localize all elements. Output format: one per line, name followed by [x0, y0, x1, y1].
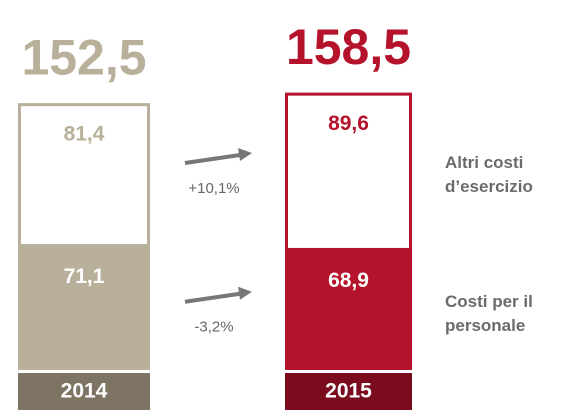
- change-label: +10,1%: [188, 180, 239, 197]
- value-label: 68,9: [328, 269, 369, 292]
- category-band: [285, 373, 412, 410]
- arrow: [184, 153, 241, 166]
- value-label: 89,6: [328, 112, 369, 135]
- category-band: [18, 373, 150, 410]
- value-label: 81,4: [64, 123, 105, 146]
- total-label: 152,5: [21, 29, 146, 85]
- bar-segment: [18, 245, 150, 370]
- bar-segment: [285, 249, 412, 370]
- category-label: 2014: [61, 380, 108, 403]
- change-label: -3,2%: [194, 319, 233, 336]
- legend-entry: Altri costi d’esercizio: [445, 153, 533, 197]
- bar-segment: [285, 92, 412, 251]
- value-label: 71,1: [64, 265, 105, 288]
- total-label: 158,5: [286, 19, 411, 75]
- arrow-head: [238, 148, 252, 162]
- legend-entry: Costi per il personale: [445, 291, 533, 335]
- bar-segment: [18, 103, 150, 248]
- arrow-head: [238, 286, 252, 300]
- arrow: [184, 291, 241, 304]
- category-label: 2015: [325, 380, 372, 403]
